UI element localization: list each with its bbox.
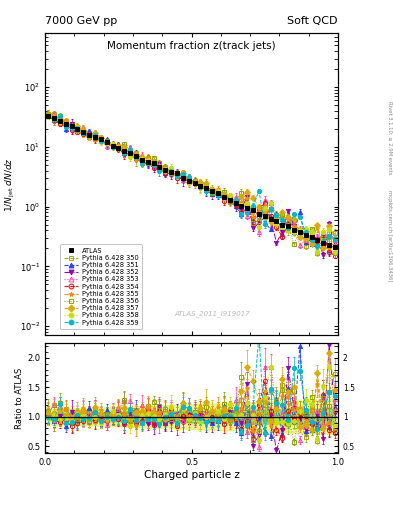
Text: 7000 GeV pp: 7000 GeV pp (45, 16, 118, 26)
Text: Rivet 3.1.10; ≥ 2.9M events: Rivet 3.1.10; ≥ 2.9M events (387, 101, 392, 175)
Text: mcplots.cern.ch [arXiv:1306.3436]: mcplots.cern.ch [arXiv:1306.3436] (387, 190, 392, 281)
Text: Momentum fraction z(track jets): Momentum fraction z(track jets) (107, 41, 276, 51)
Y-axis label: $1/N_\mathrm{jet}\ dN/dz$: $1/N_\mathrm{jet}\ dN/dz$ (4, 157, 17, 212)
Text: Soft QCD: Soft QCD (288, 16, 338, 26)
Y-axis label: Ratio to ATLAS: Ratio to ATLAS (15, 368, 24, 429)
X-axis label: Charged particle z: Charged particle z (144, 470, 239, 480)
Legend: ATLAS, Pythia 6.428 350, Pythia 6.428 351, Pythia 6.428 352, Pythia 6.428 353, P: ATLAS, Pythia 6.428 350, Pythia 6.428 35… (60, 244, 141, 329)
Text: ATLAS_2011_I919017: ATLAS_2011_I919017 (174, 310, 250, 317)
